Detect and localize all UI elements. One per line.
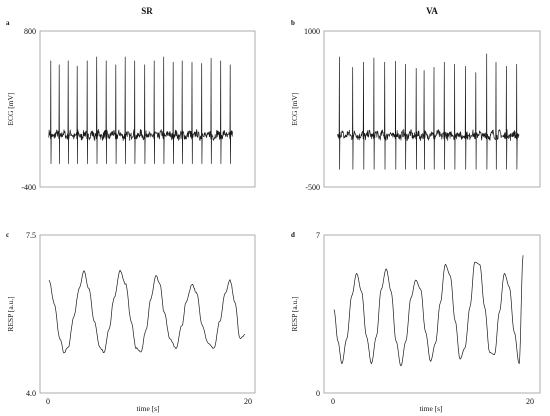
y-tick-top: 800 xyxy=(24,27,36,36)
y-axis-label: RESP [a.u.] xyxy=(290,296,299,331)
y-tick-bottom: 4.0 xyxy=(26,389,36,398)
panel-a: a 800 -400 ECG [mV] xyxy=(6,19,256,192)
plot-frame xyxy=(323,234,541,394)
resp-trace xyxy=(48,269,246,354)
panel-letter: a xyxy=(6,19,10,27)
ecg-trace xyxy=(48,56,233,164)
resp-trace xyxy=(333,255,524,367)
y-tick-top: 1000 xyxy=(304,27,320,36)
y-tick-bottom: -400 xyxy=(21,183,36,192)
panel-letter: c xyxy=(6,231,9,239)
y-tick-bottom: 0 xyxy=(316,389,320,398)
x-tick-end: 20 xyxy=(244,397,252,406)
column-title-left: SR xyxy=(141,6,153,16)
y-axis-label: RESP [a.u.] xyxy=(6,296,15,331)
plot-frame xyxy=(39,234,256,394)
x-axis-label: time [s] xyxy=(136,404,159,413)
panel-letter: b xyxy=(291,19,295,27)
y-axis-label: ECG [mV] xyxy=(290,92,299,125)
plot-frame xyxy=(323,30,541,188)
ecg-trace xyxy=(337,53,520,170)
y-tick-top: 7 xyxy=(316,231,320,240)
x-tick-start: 0 xyxy=(46,397,50,406)
y-axis-label: ECG [mV] xyxy=(6,92,15,125)
x-tick-start: 0 xyxy=(331,397,335,406)
plot-frame xyxy=(39,30,256,188)
panel-letter: d xyxy=(291,231,295,239)
y-tick-bottom: -500 xyxy=(305,183,320,192)
panel-c: c 7.5 4.0 RESP [a.u.] 0 20 time [s] xyxy=(6,231,256,413)
panel-d: d 7 0 RESP [a.u.] 0 20 time [s] xyxy=(290,231,541,413)
x-axis-label: time [s] xyxy=(419,404,442,413)
column-title-right: VA xyxy=(426,6,438,16)
panel-b: b 1000 -500 ECG [mV] xyxy=(290,19,541,192)
y-tick-top: 7.5 xyxy=(26,231,36,240)
x-tick-end: 20 xyxy=(526,397,534,406)
